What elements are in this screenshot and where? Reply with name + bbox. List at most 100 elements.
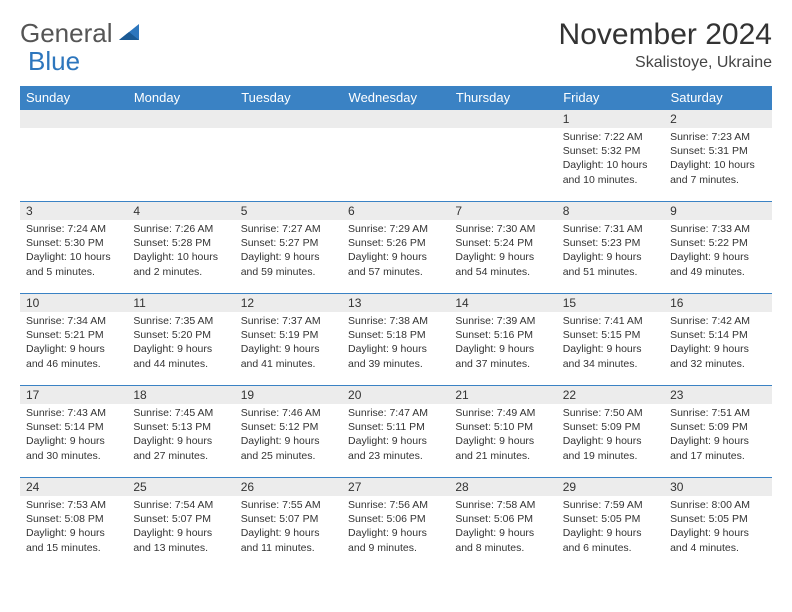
logo-text-blue: Blue	[28, 46, 80, 77]
daylight-line: Daylight: 9 hours and 15 minutes.	[26, 526, 121, 554]
sunset-line: Sunset: 5:06 PM	[455, 512, 550, 526]
day-number: 3	[20, 202, 127, 220]
calendar-day-cell: 15Sunrise: 7:41 AMSunset: 5:15 PMDayligh…	[557, 294, 664, 386]
day-details: Sunrise: 7:59 AMSunset: 5:05 PMDaylight:…	[557, 496, 664, 559]
day-details	[20, 128, 127, 134]
sunrise-line: Sunrise: 7:24 AM	[26, 222, 121, 236]
sunset-line: Sunset: 5:27 PM	[241, 236, 336, 250]
day-number: 6	[342, 202, 449, 220]
day-details: Sunrise: 7:38 AMSunset: 5:18 PMDaylight:…	[342, 312, 449, 375]
sunset-line: Sunset: 5:12 PM	[241, 420, 336, 434]
day-details: Sunrise: 7:41 AMSunset: 5:15 PMDaylight:…	[557, 312, 664, 375]
calendar-day-cell: 23Sunrise: 7:51 AMSunset: 5:09 PMDayligh…	[664, 386, 771, 478]
day-number: 18	[127, 386, 234, 404]
calendar-day-cell: 1Sunrise: 7:22 AMSunset: 5:32 PMDaylight…	[557, 110, 664, 202]
day-details: Sunrise: 7:30 AMSunset: 5:24 PMDaylight:…	[449, 220, 556, 283]
day-number: 30	[664, 478, 771, 496]
daylight-line: Daylight: 9 hours and 49 minutes.	[670, 250, 765, 278]
sunset-line: Sunset: 5:07 PM	[241, 512, 336, 526]
day-details: Sunrise: 7:39 AMSunset: 5:16 PMDaylight:…	[449, 312, 556, 375]
sunrise-line: Sunrise: 7:33 AM	[670, 222, 765, 236]
day-number: 28	[449, 478, 556, 496]
day-details: Sunrise: 7:58 AMSunset: 5:06 PMDaylight:…	[449, 496, 556, 559]
sunrise-line: Sunrise: 7:31 AM	[563, 222, 658, 236]
daylight-line: Daylight: 9 hours and 54 minutes.	[455, 250, 550, 278]
sunrise-line: Sunrise: 7:26 AM	[133, 222, 228, 236]
daylight-line: Daylight: 9 hours and 30 minutes.	[26, 434, 121, 462]
day-details: Sunrise: 7:35 AMSunset: 5:20 PMDaylight:…	[127, 312, 234, 375]
calendar-day-cell	[449, 110, 556, 202]
location: Skalistoye, Ukraine	[559, 54, 772, 72]
day-details: Sunrise: 7:49 AMSunset: 5:10 PMDaylight:…	[449, 404, 556, 467]
calendar-week-row: 1Sunrise: 7:22 AMSunset: 5:32 PMDaylight…	[20, 110, 772, 202]
sunset-line: Sunset: 5:28 PM	[133, 236, 228, 250]
calendar-day-cell: 9Sunrise: 7:33 AMSunset: 5:22 PMDaylight…	[664, 202, 771, 294]
daylight-line: Daylight: 9 hours and 51 minutes.	[563, 250, 658, 278]
daylight-line: Daylight: 9 hours and 46 minutes.	[26, 342, 121, 370]
daylight-line: Daylight: 9 hours and 21 minutes.	[455, 434, 550, 462]
sunrise-line: Sunrise: 8:00 AM	[670, 498, 765, 512]
day-number: 14	[449, 294, 556, 312]
calendar-day-cell: 14Sunrise: 7:39 AMSunset: 5:16 PMDayligh…	[449, 294, 556, 386]
calendar-day-cell: 3Sunrise: 7:24 AMSunset: 5:30 PMDaylight…	[20, 202, 127, 294]
calendar-day-cell: 10Sunrise: 7:34 AMSunset: 5:21 PMDayligh…	[20, 294, 127, 386]
sunrise-line: Sunrise: 7:50 AM	[563, 406, 658, 420]
sunrise-line: Sunrise: 7:43 AM	[26, 406, 121, 420]
sunrise-line: Sunrise: 7:27 AM	[241, 222, 336, 236]
sunset-line: Sunset: 5:14 PM	[26, 420, 121, 434]
day-number	[342, 110, 449, 128]
calendar-day-cell: 5Sunrise: 7:27 AMSunset: 5:27 PMDaylight…	[235, 202, 342, 294]
calendar-week-row: 24Sunrise: 7:53 AMSunset: 5:08 PMDayligh…	[20, 478, 772, 570]
daylight-line: Daylight: 9 hours and 13 minutes.	[133, 526, 228, 554]
day-details: Sunrise: 7:31 AMSunset: 5:23 PMDaylight:…	[557, 220, 664, 283]
sunrise-line: Sunrise: 7:39 AM	[455, 314, 550, 328]
day-details: Sunrise: 7:29 AMSunset: 5:26 PMDaylight:…	[342, 220, 449, 283]
day-details	[127, 128, 234, 134]
daylight-line: Daylight: 9 hours and 11 minutes.	[241, 526, 336, 554]
calendar-day-cell: 17Sunrise: 7:43 AMSunset: 5:14 PMDayligh…	[20, 386, 127, 478]
daylight-line: Daylight: 10 hours and 7 minutes.	[670, 158, 765, 186]
calendar-day-cell	[235, 110, 342, 202]
sunrise-line: Sunrise: 7:38 AM	[348, 314, 443, 328]
sunrise-line: Sunrise: 7:58 AM	[455, 498, 550, 512]
daylight-line: Daylight: 9 hours and 4 minutes.	[670, 526, 765, 554]
sunrise-line: Sunrise: 7:55 AM	[241, 498, 336, 512]
sunset-line: Sunset: 5:24 PM	[455, 236, 550, 250]
sunset-line: Sunset: 5:11 PM	[348, 420, 443, 434]
daylight-line: Daylight: 10 hours and 2 minutes.	[133, 250, 228, 278]
header: General November 2024 Skalistoye, Ukrain…	[20, 18, 772, 72]
daylight-line: Daylight: 9 hours and 34 minutes.	[563, 342, 658, 370]
calendar-week-row: 10Sunrise: 7:34 AMSunset: 5:21 PMDayligh…	[20, 294, 772, 386]
day-number: 24	[20, 478, 127, 496]
sunset-line: Sunset: 5:22 PM	[670, 236, 765, 250]
sunset-line: Sunset: 5:08 PM	[26, 512, 121, 526]
day-details: Sunrise: 8:00 AMSunset: 5:05 PMDaylight:…	[664, 496, 771, 559]
sunrise-line: Sunrise: 7:30 AM	[455, 222, 550, 236]
daylight-line: Daylight: 9 hours and 19 minutes.	[563, 434, 658, 462]
day-number: 27	[342, 478, 449, 496]
calendar-day-cell: 4Sunrise: 7:26 AMSunset: 5:28 PMDaylight…	[127, 202, 234, 294]
day-number: 23	[664, 386, 771, 404]
sunrise-line: Sunrise: 7:45 AM	[133, 406, 228, 420]
logo-text-general: General	[20, 18, 113, 49]
day-number: 26	[235, 478, 342, 496]
calendar-day-cell	[342, 110, 449, 202]
day-details: Sunrise: 7:37 AMSunset: 5:19 PMDaylight:…	[235, 312, 342, 375]
calendar-day-cell: 16Sunrise: 7:42 AMSunset: 5:14 PMDayligh…	[664, 294, 771, 386]
day-number: 16	[664, 294, 771, 312]
day-number: 5	[235, 202, 342, 220]
day-number	[20, 110, 127, 128]
day-details: Sunrise: 7:33 AMSunset: 5:22 PMDaylight:…	[664, 220, 771, 283]
day-number: 19	[235, 386, 342, 404]
calendar-day-cell: 22Sunrise: 7:50 AMSunset: 5:09 PMDayligh…	[557, 386, 664, 478]
day-details: Sunrise: 7:27 AMSunset: 5:27 PMDaylight:…	[235, 220, 342, 283]
day-details: Sunrise: 7:54 AMSunset: 5:07 PMDaylight:…	[127, 496, 234, 559]
day-details: Sunrise: 7:42 AMSunset: 5:14 PMDaylight:…	[664, 312, 771, 375]
sunrise-line: Sunrise: 7:53 AM	[26, 498, 121, 512]
sunrise-line: Sunrise: 7:49 AM	[455, 406, 550, 420]
day-number: 10	[20, 294, 127, 312]
calendar-day-cell: 19Sunrise: 7:46 AMSunset: 5:12 PMDayligh…	[235, 386, 342, 478]
daylight-line: Daylight: 10 hours and 10 minutes.	[563, 158, 658, 186]
daylight-line: Daylight: 9 hours and 8 minutes.	[455, 526, 550, 554]
daylight-line: Daylight: 9 hours and 9 minutes.	[348, 526, 443, 554]
